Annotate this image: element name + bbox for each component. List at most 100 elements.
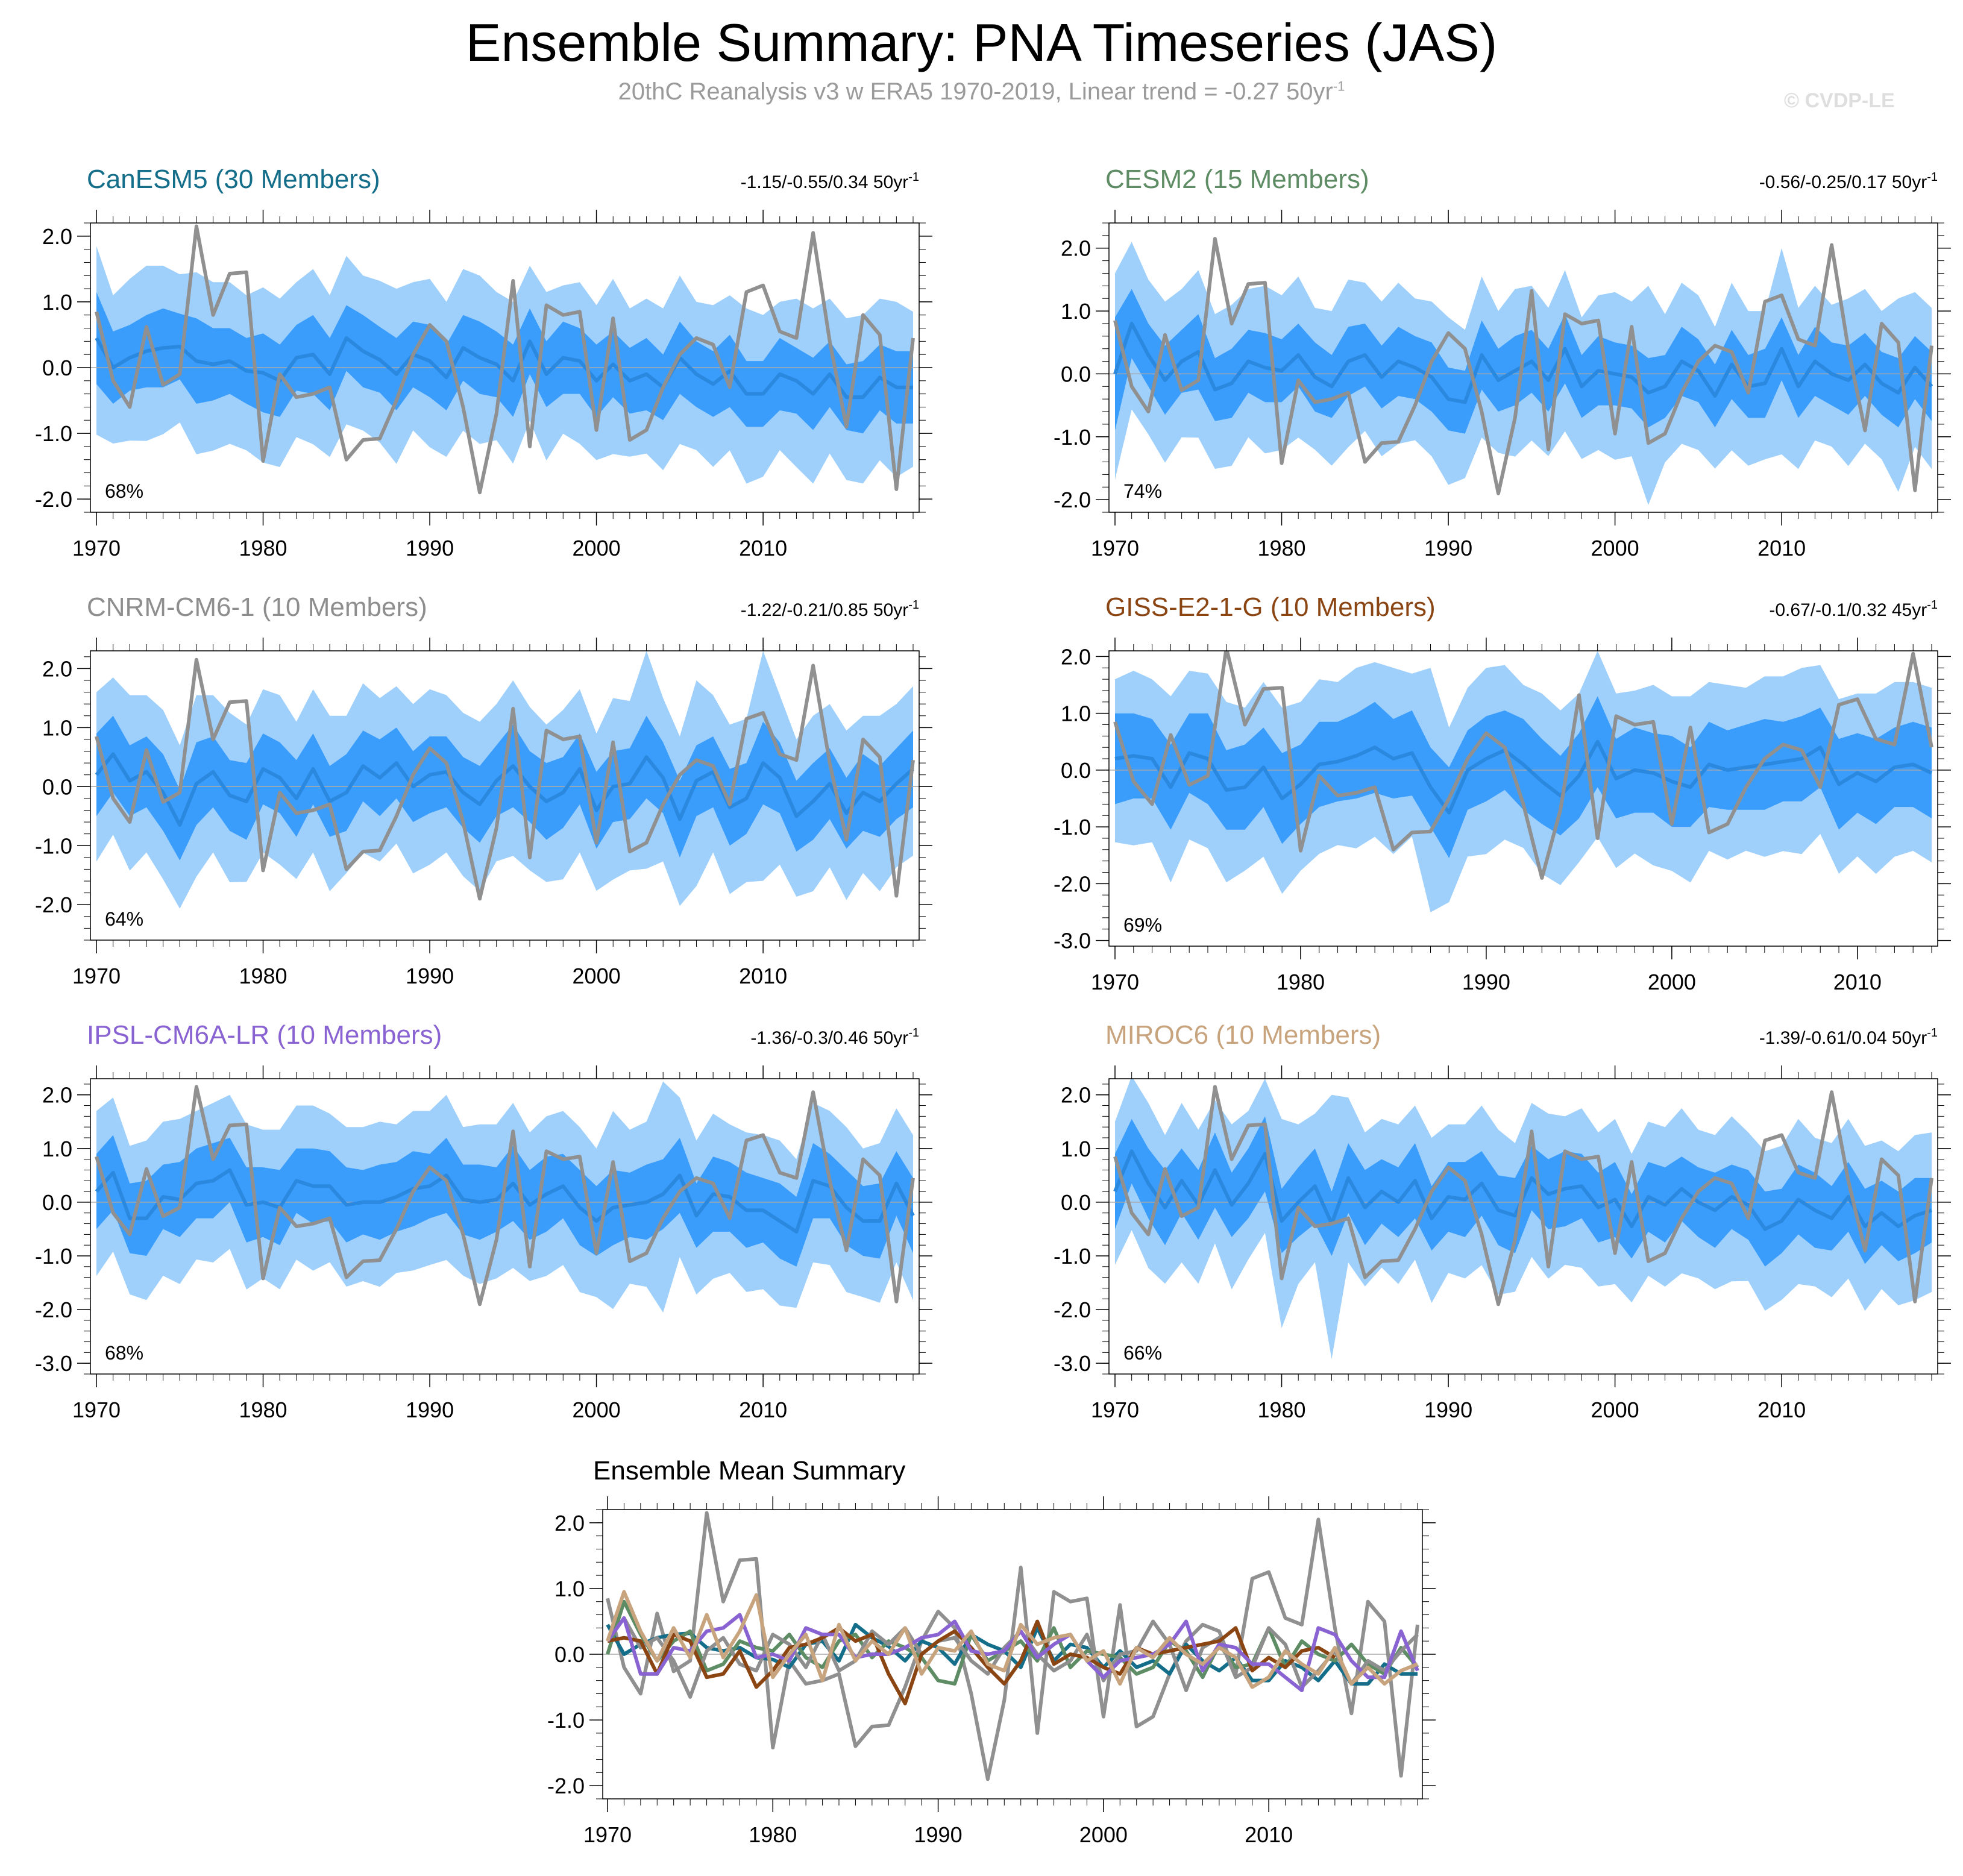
panel-miroc6-ytick-label: 1.0 — [1061, 1137, 1091, 1161]
panel-ipsl-cm6a-lr-observation-line — [95, 1085, 915, 1307]
panel-miroc6-xtick-label: 1970 — [1091, 1398, 1139, 1422]
panel-giss-e2-1-g-ensemble-mean-line — [1114, 739, 1933, 815]
panel-cesm2-xtick-label: 1980 — [1257, 536, 1305, 560]
panel-miroc6-trend-superscript: -1 — [1927, 1026, 1938, 1040]
panel-cesm2-ytick-label: -2.0 — [1054, 488, 1091, 512]
panel-ensemble-mean-summary: Ensemble Mean Summary -2.0 -1.0 0.0 1.0 2.0 19… — [547, 1456, 1436, 1847]
panel-giss-e2-1-g-xtick-label: 2010 — [1833, 970, 1882, 994]
panel-cnrm-cm6-1-plot-frame — [90, 650, 920, 941]
panel-ipsl-cm6a-lr-plot-area — [90, 1081, 919, 1313]
figure-title: Ensemble Summary: PNA Timeseries (JAS) — [465, 13, 1498, 72]
panel-miroc6-xtick-label: 1990 — [1424, 1398, 1472, 1422]
panel-cnrm-cm6-1-trend-superscript: -1 — [908, 598, 919, 612]
panel-cnrm-cm6-1-trend-text: -1.22/-0.21/0.85 50yr-1 — [741, 598, 919, 620]
watermark: © CVDP-LE — [1784, 89, 1895, 112]
panel-giss-e2-1-g-xtick-label: 2000 — [1648, 970, 1696, 994]
panel-miroc6-xtick-label: 2010 — [1757, 1398, 1806, 1422]
panel-cnrm-cm6-1-ytick-label: -1.0 — [35, 833, 72, 858]
panel-cnrm-cm6-1-xtick-label: 1990 — [406, 964, 454, 988]
panel-ipsl-cm6a-lr-xtick-label: 1970 — [72, 1398, 121, 1422]
panel-miroc6: -3.0 -2.0 -1.0 0.0 1.0 2.0 1970 1980 1990 2000 201… — [1054, 1020, 1951, 1422]
panel-canesm5-title: CanESM5 (30 Members) — [87, 165, 380, 194]
panel-cesm2-ytick-label: -1.0 — [1054, 425, 1091, 450]
panel-cnrm-cm6-1-plot-area — [90, 651, 919, 909]
panel-cnrm-cm6-1-ytick-label: 0.0 — [42, 774, 72, 799]
panel-giss-e2-1-g-trend-value: -0.67/-0.1/0.32 45yr — [1769, 600, 1927, 620]
panel-miroc6-title: MIROC6 (10 Members) — [1105, 1020, 1381, 1050]
panel-cesm2-title: CESM2 (15 Members) — [1105, 165, 1369, 194]
panel-giss-e2-1-g-ytick-label: 0.0 — [1061, 758, 1091, 783]
panel-canesm5-xtick-label: 2000 — [573, 536, 621, 560]
panel-cesm2-ytick-label: 1.0 — [1061, 299, 1091, 324]
panel-miroc6-percent-label: 66% — [1123, 1342, 1162, 1364]
panel-giss-e2-1-g-ytick-label: -1.0 — [1054, 815, 1091, 839]
summary-title: Ensemble Mean Summary — [593, 1456, 905, 1485]
panel-miroc6-trend-value: -1.39/-0.61/0.04 50yr — [1759, 1028, 1927, 1048]
summary-plot-area — [603, 1511, 1422, 1781]
panel-canesm5-xtick-label: 1990 — [406, 536, 454, 560]
panel-ipsl-cm6a-lr-title: IPSL-CM6A-LR (10 Members) — [87, 1020, 442, 1050]
panel-ipsl-cm6a-lr-trend-text: -1.36/-0.3/0.46 50yr-1 — [750, 1026, 919, 1048]
panel-miroc6-ytick-label: -2.0 — [1054, 1297, 1091, 1322]
summary-observation-line — [606, 1511, 1419, 1781]
panel-cnrm-cm6-1-xtick-label: 2000 — [573, 964, 621, 988]
panel-miroc6-ytick-label: 0.0 — [1061, 1190, 1091, 1215]
panel-canesm5-observation-line — [95, 224, 915, 495]
panel-miroc6-trend-text: -1.39/-0.61/0.04 50yr-1 — [1759, 1026, 1938, 1048]
panel-cesm2-trend-text: -0.56/-0.25/0.17 50yr-1 — [1759, 171, 1938, 192]
panel-canesm5-ytick-label: 0.0 — [42, 356, 72, 380]
summary-miroc6-mean-line — [606, 1590, 1419, 1689]
panel-cnrm-cm6-1-ytick-label: 2.0 — [42, 656, 72, 681]
panel-canesm5-inner-range-band — [96, 292, 913, 434]
panel-giss-e2-1-g: -3.0 -2.0 -1.0 0.0 1.0 2.0 1970 1980 1990 2000 201… — [1054, 592, 1951, 994]
panel-cesm2-xtick-label: 1970 — [1091, 536, 1139, 560]
panel-ipsl-cm6a-lr-ytick-label: -1.0 — [35, 1244, 72, 1269]
panel-giss-e2-1-g-ytick-label: 2.0 — [1061, 644, 1091, 669]
panel-cesm2-ytick-label: 2.0 — [1061, 236, 1091, 261]
panel-cesm2-observation-line — [1113, 237, 1933, 495]
panel-giss-e2-1-g-trend-text: -0.67/-0.1/0.32 45yr-1 — [1769, 598, 1938, 620]
panel-cesm2: -2.0 -1.0 0.0 1.0 2.0 1970 1980 1990 2000 2010 CES… — [1054, 165, 1951, 560]
panel-miroc6-plot-area — [1109, 1079, 1938, 1360]
panel-ipsl-cm6a-lr-plot-frame — [90, 1078, 920, 1375]
panel-ipsl-cm6a-lr: -3.0 -2.0 -1.0 0.0 1.0 2.0 1970 1980 1990 2000 201… — [35, 1020, 932, 1422]
panel-cnrm-cm6-1-xtick-label: 1980 — [239, 964, 287, 988]
summary-ytick-label: 0.0 — [554, 1642, 585, 1667]
panel-canesm5: -2.0 -1.0 0.0 1.0 2.0 1970 1980 1990 2000 2010 Can… — [35, 165, 932, 560]
panel-ipsl-cm6a-lr-ytick-label: 2.0 — [42, 1083, 72, 1108]
panel-cesm2-plot-frame — [1108, 222, 1938, 513]
panel-giss-e2-1-g-plot-area — [1109, 651, 1938, 912]
panel-canesm5-xtick-label: 2010 — [739, 536, 787, 560]
panel-giss-e2-1-g-trend-superscript: -1 — [1927, 598, 1938, 612]
panel-ipsl-cm6a-lr-ytick-label: 1.0 — [42, 1137, 72, 1161]
panel-canesm5-xtick-label: 1980 — [239, 536, 287, 560]
panel-giss-e2-1-g-xtick-label: 1970 — [1091, 970, 1139, 994]
summary-ytick-label: -2.0 — [547, 1774, 585, 1798]
panel-canesm5-ytick-label: 2.0 — [42, 224, 72, 249]
summary-xtick-label: 1990 — [914, 1822, 963, 1847]
panel-ipsl-cm6a-lr-ytick-label: -2.0 — [35, 1297, 72, 1322]
panel-miroc6-xtick-label: 1980 — [1257, 1398, 1305, 1422]
figure-subtitle: 20thC Reanalysis v3 w ERA5 1970-2019, Li… — [0, 78, 1963, 105]
panel-cesm2-trend-value: -0.56/-0.25/0.17 50yr — [1759, 172, 1927, 192]
panel-canesm5-trend-value: -1.15/-0.55/0.34 50yr — [741, 172, 909, 192]
panel-cnrm-cm6-1-inner-range-band — [96, 715, 913, 861]
subtitle-superscript: -1 — [1333, 78, 1345, 94]
panel-canesm5-percent-label: 68% — [105, 480, 143, 502]
panel-cesm2-xtick-label: 1990 — [1424, 536, 1472, 560]
subtitle-text: 20thC Reanalysis v3 w ERA5 1970-2019, Li… — [618, 78, 1333, 105]
summary-xtick-label: 1980 — [749, 1822, 797, 1847]
panel-giss-e2-1-g-ytick-label: -3.0 — [1054, 929, 1091, 953]
panel-cnrm-cm6-1-ytick-label: -2.0 — [35, 893, 72, 917]
panel-miroc6-ytick-label: -1.0 — [1054, 1244, 1091, 1269]
panel-cesm2-xtick-label: 2000 — [1591, 536, 1639, 560]
panel-giss-e2-1-g-ytick-label: 1.0 — [1061, 701, 1091, 726]
panel-canesm5-trend-superscript: -1 — [908, 171, 919, 184]
panel-cnrm-cm6-1-percent-label: 64% — [105, 908, 143, 930]
panel-cnrm-cm6-1-observation-line — [95, 657, 915, 901]
panel-cesm2-trend-superscript: -1 — [1927, 171, 1938, 184]
panel-ipsl-cm6a-lr-inner-range-band — [96, 1135, 913, 1267]
panel-giss-e2-1-g-observation-line — [1113, 651, 1933, 880]
panel-ipsl-cm6a-lr-xtick-label: 1980 — [239, 1398, 287, 1422]
panel-cnrm-cm6-1-xtick-label: 1970 — [72, 964, 121, 988]
